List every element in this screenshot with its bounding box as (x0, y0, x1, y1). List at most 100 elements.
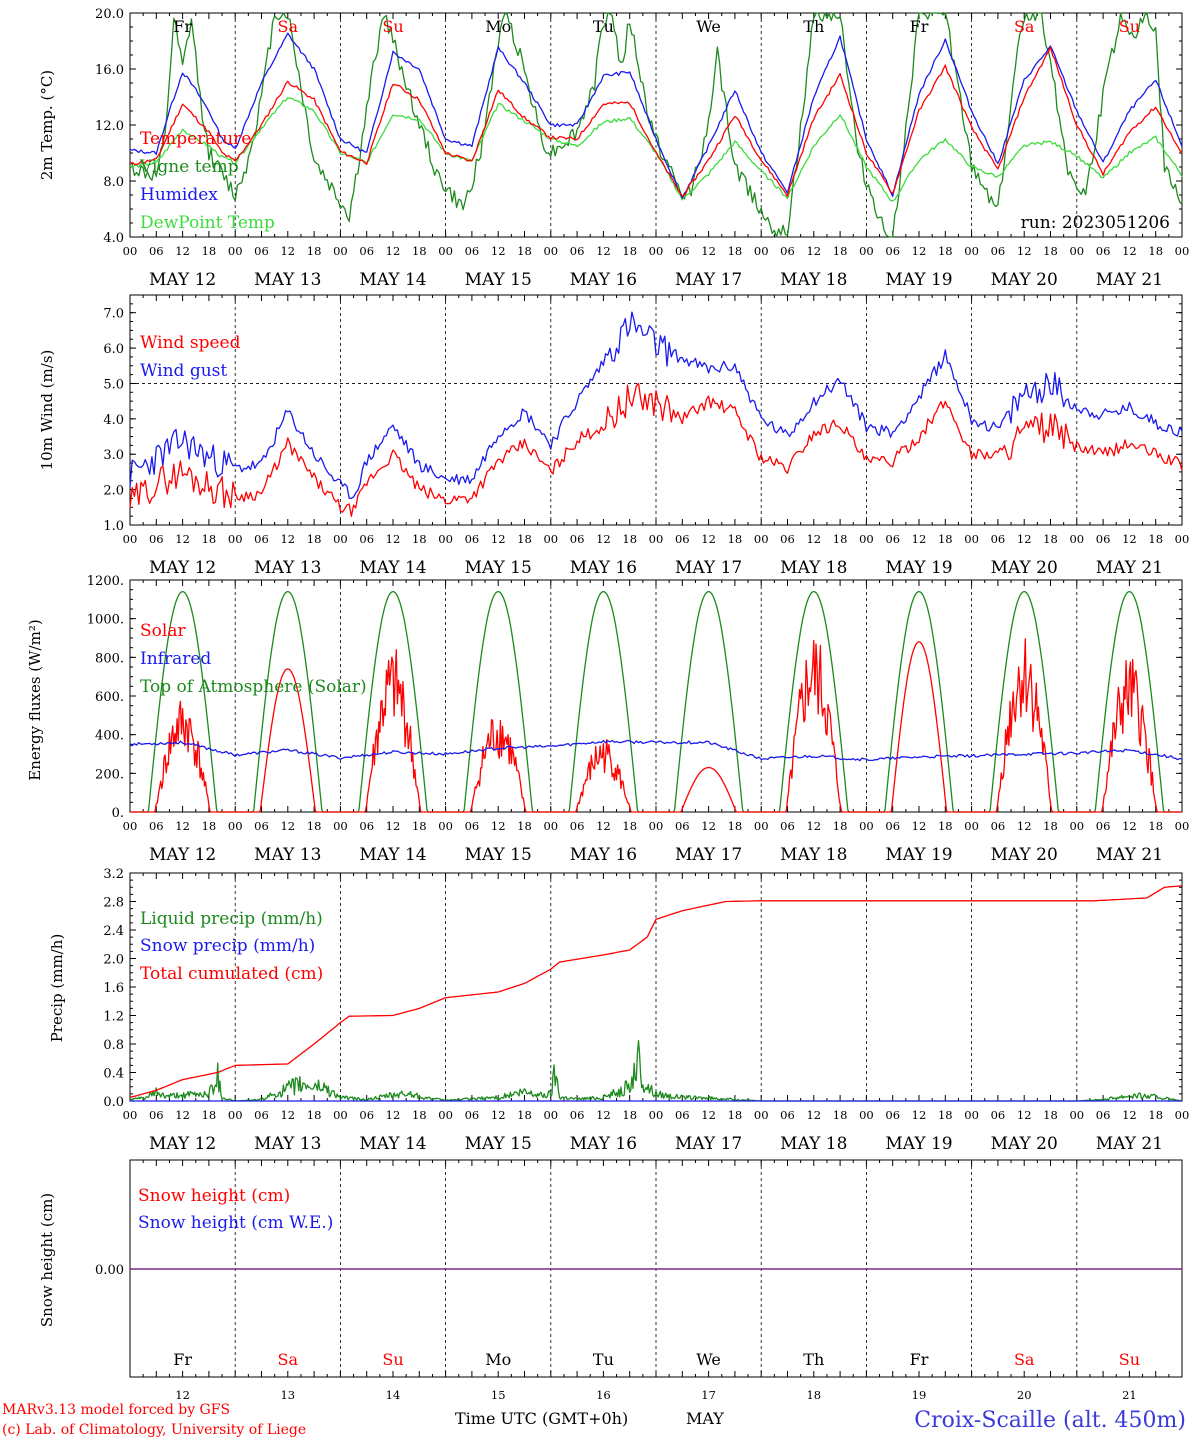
hour-tick-label: 18 (833, 819, 848, 833)
legend-temperature: Temperature (140, 129, 251, 149)
hour-tick-label: 12 (806, 1108, 821, 1122)
hour-tick-label: 06 (675, 532, 690, 546)
hour-tick-label: 00 (754, 244, 769, 258)
hour-tick-label: 12 (912, 532, 927, 546)
hour-tick-label: 00 (649, 1108, 664, 1122)
y-tick-label: 1.2 (103, 1010, 124, 1025)
x-axis-month: MAY (686, 1409, 724, 1428)
hour-tick-label: 12 (491, 244, 506, 258)
legend-vigne-temp: Vigne temp (139, 157, 239, 177)
station-name: Croix-Scaille (alt. 450m) (914, 1408, 1186, 1433)
hour-tick-label: 18 (412, 244, 427, 258)
hour-tick-label: 00 (123, 244, 138, 258)
day-name: Mo (485, 1350, 511, 1369)
y-tick-label: 600. (95, 690, 124, 705)
wind-axis-label: 10m Wind (m/s) (38, 350, 56, 471)
hour-tick-label: 12 (491, 819, 506, 833)
hour-tick-label: 06 (885, 819, 900, 833)
hour-tick-label: 18 (728, 244, 743, 258)
hour-tick-label: 00 (333, 244, 348, 258)
hour-tick-label: 18 (1148, 819, 1163, 833)
hour-tick-label: 06 (359, 819, 374, 833)
hour-tick-label: 18 (202, 532, 217, 546)
hour-tick-label: 06 (885, 244, 900, 258)
hour-tick-label: 18 (1043, 1108, 1058, 1122)
day-name: Sa (278, 1350, 299, 1369)
temperature-line (129, 46, 1183, 198)
date-label: MAY 12 (149, 1134, 216, 1154)
y-tick-label: 0.8 (103, 1038, 124, 1053)
solar-line (130, 638, 1182, 813)
date-label: MAY 15 (465, 558, 532, 578)
hour-tick-label: 18 (833, 532, 848, 546)
hour-tick-label: 18 (517, 532, 532, 546)
hour-tick-label: 00 (333, 532, 348, 546)
hour-tick-label: 00 (543, 532, 558, 546)
hour-tick-label: 18 (938, 244, 953, 258)
snow-axis-label: Snow height (cm) (38, 1193, 56, 1327)
hour-tick-label: 00 (438, 819, 453, 833)
hour-tick-label: 00 (333, 1108, 348, 1122)
hour-tick-label: 12 (701, 1108, 716, 1122)
day-number: 13 (280, 1388, 295, 1402)
date-label: MAY 20 (991, 1134, 1058, 1154)
date-label: MAY 16 (570, 558, 637, 578)
hour-tick-label: 12 (175, 819, 190, 833)
wind-speed-line (129, 382, 1183, 517)
hour-tick-label: 00 (964, 819, 979, 833)
y-tick-label: 16.0 (95, 63, 124, 78)
energy-panel: 0. 200. 400. 600. 800. 1000. 1200. 00 06 12 18 MAY … (26, 574, 1189, 865)
date-label: MAY 15 (465, 845, 532, 865)
day-number: 15 (491, 1388, 506, 1402)
hour-tick-label: 06 (885, 1108, 900, 1122)
day-name: Fr (910, 1350, 929, 1369)
day-name: Th (803, 17, 824, 36)
day-name: Fr (173, 17, 192, 36)
hour-tick-label: 12 (175, 532, 190, 546)
legend-infrared: Infrared (140, 649, 211, 669)
hour-tick-label: 12 (280, 532, 295, 546)
day-number: 12 (175, 1388, 190, 1402)
x-axis-title: Time UTC (GMT+0h) (455, 1409, 628, 1428)
hour-tick-label: 12 (386, 244, 401, 258)
hour-tick-label: 18 (202, 244, 217, 258)
day-name: Tu (593, 1350, 614, 1369)
hour-tick-label: 18 (412, 819, 427, 833)
hour-tick-label: 06 (570, 1108, 585, 1122)
hour-tick-label: 00 (123, 1108, 138, 1122)
infrared-line (129, 739, 1183, 762)
temperature-axis-label: 2m Temp. (°C) (38, 70, 56, 180)
y-tick-label: 2.0 (103, 953, 124, 968)
total-cumulated-line (129, 885, 1183, 1099)
hour-tick-label: 00 (1175, 244, 1190, 258)
hour-tick-label: 12 (1017, 244, 1032, 258)
hour-tick-label: 06 (1096, 1108, 1111, 1122)
date-label: MAY 17 (675, 845, 742, 865)
y-tick-label: 8.0 (103, 175, 124, 190)
hour-tick-label: 06 (254, 1108, 269, 1122)
hour-tick-label: 06 (1096, 244, 1111, 258)
y-tick-label: 2.4 (103, 924, 124, 939)
wind-plot: 1.0 2.0 3.0 4.0 5.0 6.0 7.0 00 06 12 18 MAY 12 00 06 1… (103, 294, 1189, 578)
hour-tick-label: 00 (754, 532, 769, 546)
date-label: MAY 21 (1096, 558, 1163, 578)
hour-tick-label: 12 (1122, 532, 1137, 546)
date-label: MAY 13 (254, 1134, 321, 1154)
hour-tick-label: 06 (991, 819, 1006, 833)
hour-tick-label: 18 (202, 819, 217, 833)
y-tick-label: 4.0 (103, 231, 124, 246)
hour-tick-label: 12 (491, 1108, 506, 1122)
day-name: Sa (1014, 1350, 1035, 1369)
hour-tick-label: 06 (149, 532, 164, 546)
date-label: MAY 19 (885, 1134, 952, 1154)
hour-tick-label: 12 (280, 1108, 295, 1122)
hour-tick-label: 06 (991, 532, 1006, 546)
hour-tick-label: 06 (780, 532, 795, 546)
day-name: Fr (910, 17, 929, 36)
hour-tick-label: 12 (1122, 1108, 1137, 1122)
legend-humidex: Humidex (140, 185, 218, 205)
date-label: MAY 17 (675, 558, 742, 578)
hour-tick-label: 06 (780, 244, 795, 258)
hour-tick-label: 12 (280, 244, 295, 258)
hour-tick-label: 12 (1017, 819, 1032, 833)
